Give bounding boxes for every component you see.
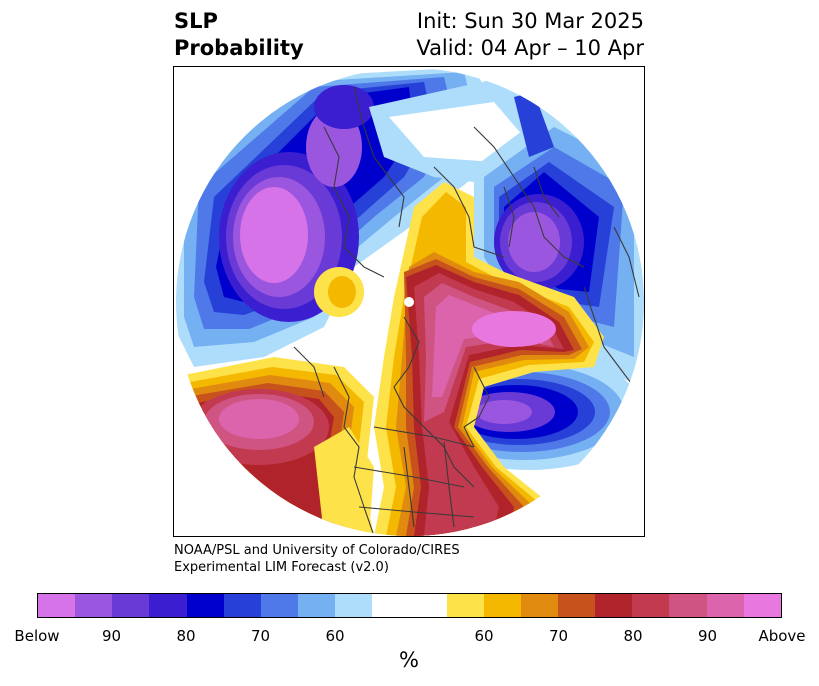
colorbar-tick-label: 60 xyxy=(325,627,345,645)
colorbar-swatch xyxy=(335,594,373,617)
map-panel xyxy=(173,66,645,537)
colorbar-tick-label: 70 xyxy=(548,627,569,645)
colorbar-unit-label: % xyxy=(399,648,419,672)
colorbar-tick-label: 80 xyxy=(623,627,643,645)
colorbar-swatch xyxy=(38,594,76,617)
probability-map xyxy=(176,68,644,536)
colorbar-swatch xyxy=(706,594,744,617)
credit-line-1: NOAA/PSL and University of Colorado/CIRE… xyxy=(174,543,460,558)
valid-range: Valid: 04 Apr – 10 Apr xyxy=(416,36,644,60)
colorbar-swatch xyxy=(149,594,187,617)
credit-text: NOAA/PSL and University of Colorado/CIRE… xyxy=(174,542,460,576)
init-date: Init: Sun 30 Mar 2025 xyxy=(416,9,644,33)
title-quantity: Probability xyxy=(174,36,304,60)
colorbar-swatch xyxy=(520,594,558,617)
colorbar-tick-label: Below xyxy=(14,627,60,645)
colorbar-swatch xyxy=(186,594,224,617)
above-anomaly-small xyxy=(314,267,364,317)
title-left: SLP Probability xyxy=(174,8,304,62)
colorbar-tick-label: 90 xyxy=(697,627,718,645)
above-anomaly-central xyxy=(374,182,604,536)
colorbar-swatch xyxy=(743,594,781,617)
colorbar-swatch xyxy=(223,594,261,617)
colorbar-swatch xyxy=(595,594,633,617)
colorbar-swatch xyxy=(75,594,113,617)
colorbar-swatch xyxy=(557,594,596,617)
colorbar-tick-label: 70 xyxy=(250,627,271,645)
colorbar-tick-label: Above xyxy=(758,627,806,645)
colorbar-tick-label: 60 xyxy=(474,627,494,645)
colorbar-swatch xyxy=(372,594,410,617)
colorbar-swatch xyxy=(632,594,670,617)
colorbar-tick-label: 90 xyxy=(101,627,122,645)
credit-line-2: Experimental LIM Forecast (v2.0) xyxy=(174,560,389,575)
colorbar-swatch xyxy=(112,594,150,617)
colorbar-swatch xyxy=(446,594,484,617)
colorbar-swatch xyxy=(297,594,336,617)
colorbar-swatch xyxy=(260,594,298,617)
colorbar-swatch xyxy=(669,594,707,617)
below-anomaly-europe xyxy=(474,92,644,387)
colorbar-tick-label: 80 xyxy=(176,627,196,645)
title-right: Init: Sun 30 Mar 2025 Valid: 04 Apr – 10… xyxy=(416,8,644,62)
colorbar xyxy=(37,593,782,618)
colorbar-swatch xyxy=(483,594,521,617)
colorbar-swatch xyxy=(409,594,447,617)
title-variable: SLP xyxy=(174,9,218,33)
above-anomaly-pacific xyxy=(176,357,374,536)
